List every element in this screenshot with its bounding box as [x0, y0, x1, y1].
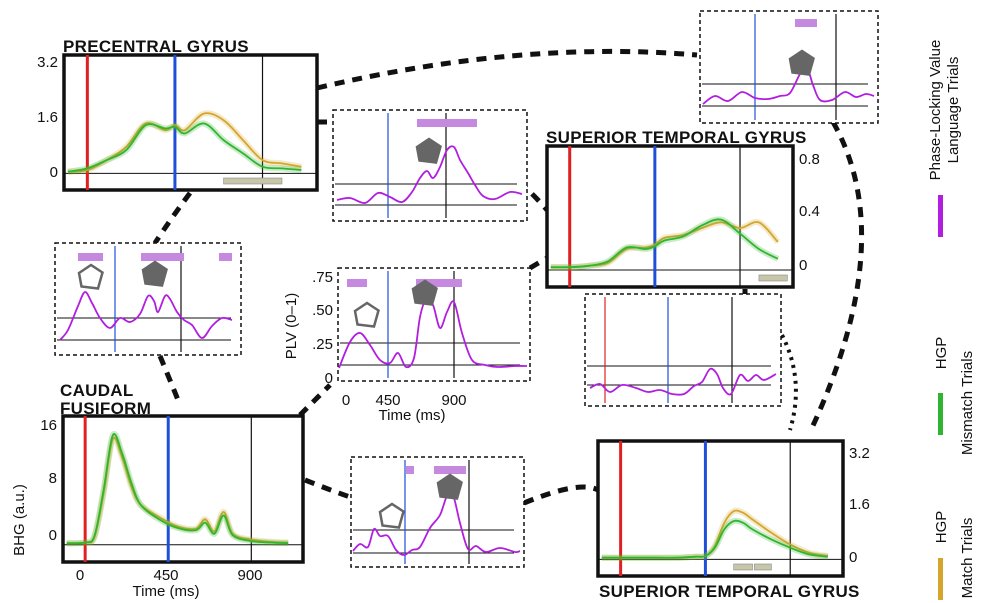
caudal_fusiform-xtick: 900: [237, 567, 262, 584]
plv-ytick: .50: [312, 302, 333, 319]
legend-match-line2: Match Trials: [959, 518, 976, 599]
legend-mismatch-line1: HGP: [933, 337, 950, 370]
caudal_fusiform-ytick: 16: [40, 417, 57, 434]
plv-center-filled-arrow: [411, 279, 438, 306]
plv-axis-label: PLV (0–1): [283, 293, 300, 359]
caudal-title: CAUDAL: [60, 381, 134, 400]
caudal_fusiform-ytick: 0: [49, 527, 57, 544]
legend-plv-swatch: [938, 195, 943, 237]
stg_lower-mismatch-line: [601, 519, 829, 559]
legend-match-line1: HGP: [933, 511, 950, 544]
stg_upper-significance-bar: [758, 274, 788, 282]
stg_lower-ytick: 1.6: [849, 496, 870, 513]
caudal_fusiform-mismatch-line: [66, 433, 289, 545]
plv-center-plv-significance-bar: [347, 279, 367, 287]
stg_lower-frame: [596, 439, 845, 578]
plv-bottom-plv-significance-bar: [406, 466, 414, 474]
connector-top-stg: [807, 120, 865, 434]
stg_upper-ytick: 0.8: [799, 151, 820, 168]
plv-panel-top-right: [699, 10, 879, 124]
connector-caudal-lower: [304, 477, 351, 500]
superior-temporal-gyrus-upper-panel: 0.8 0.4 0: [545, 144, 820, 289]
caudal_fusiform-xtick: 450: [153, 567, 178, 584]
stg_upper-ytick: 0.4: [799, 203, 820, 220]
legend-match-swatch: [938, 558, 943, 600]
plv-ytick: .25: [312, 336, 333, 353]
plv-ytick: 0: [325, 370, 333, 387]
plv-mid-filled-arrow: [415, 137, 442, 164]
superior-temporal-gyrus-title-lower: SUPERIOR TEMPORAL GYRUS: [599, 582, 860, 601]
plv-bottom-plv-significance-bar: [434, 466, 466, 474]
plv-left-filled-arrow: [141, 260, 168, 287]
plv-panel-mid: [332, 109, 528, 222]
plv-left-outline-arrow: [77, 263, 104, 290]
plv-left-plv-significance-bar: [141, 253, 184, 261]
plv-xtick: 0: [342, 392, 350, 409]
plv-ytick: .75: [312, 269, 333, 286]
precentral-ytick: 0: [50, 164, 58, 181]
plv-panel-bottom: [350, 456, 525, 568]
fusiform-title: FUSIFORM: [60, 399, 151, 418]
plv-left-frame: [54, 242, 242, 356]
stg_upper-frame: [545, 144, 795, 289]
plv-bottom-outline-arrow: [378, 502, 405, 529]
caudal_fusiform-xtick: 0: [76, 567, 84, 584]
legend: Phase-Locking Value Language Trials HGP …: [927, 40, 976, 600]
stg_lower-significance-bar: [733, 563, 753, 571]
connector-lower-stg: [523, 484, 600, 506]
legend-mismatch-line2: Mismatch Trials: [959, 351, 976, 455]
plv-mid-plv-significance-bar: [417, 119, 477, 127]
stg_lower-ytick: 3.2: [849, 445, 870, 462]
plv-xtick: 900: [441, 392, 466, 409]
precentral-ytick: 3.2: [37, 54, 58, 71]
stg_upper-ytick: 0: [799, 257, 807, 274]
plv-panel-center: .75 .50 .25 00 450 900: [312, 267, 531, 409]
plv-right-plv-line: [589, 367, 777, 396]
plv-center-outline-arrow: [353, 301, 380, 328]
precentral-gyrus-panel: 3.2 1.6 0: [37, 53, 319, 192]
connector-caudal-center: [298, 383, 332, 417]
superior-temporal-gyrus-lower-panel: 3.2 1.6 0: [596, 439, 870, 578]
legend-mismatch-swatch: [938, 393, 943, 435]
caudal-fusiform-panel: 16 8 0 0 450 900: [40, 414, 305, 584]
plv-top-right-frame: [699, 10, 879, 124]
connector-precentral-top: [316, 48, 698, 91]
precentral-gyrus-title: PRECENTRAL GYRUS: [63, 37, 249, 56]
plv-left-plv-line: [59, 291, 233, 341]
stg_lower-ytick: 0: [849, 549, 857, 566]
plv-top-right-plv-significance-bar: [795, 19, 817, 27]
legend-plv-line1: Phase-Locking Value: [927, 40, 944, 181]
plv-left-plv-significance-bar: [78, 253, 103, 261]
plv-center-plv-significance-bar: [416, 279, 462, 287]
legend-plv-line2: Language Trials: [945, 57, 962, 164]
superior-temporal-gyrus-title-upper: SUPERIOR TEMPORAL GYRUS: [546, 128, 807, 147]
connector-center-stg: [528, 255, 549, 271]
plv-xtick: 450: [375, 392, 400, 409]
precentral-mismatch-line: [67, 122, 302, 173]
connector-precentral-left: [152, 191, 193, 245]
connector-dotted-right: [780, 334, 798, 431]
plv-bottom-filled-arrow: [436, 473, 463, 500]
plv-bottom-plv-line: [352, 491, 521, 556]
connector-left-caudal: [157, 355, 183, 406]
caudal-time-axis-label: Time (ms): [133, 583, 200, 600]
plv-panel-right: [584, 293, 782, 407]
plv-panel-left: [54, 242, 242, 356]
caudal_fusiform-ytick: 8: [49, 470, 57, 487]
stg_upper-mismatch-line: [550, 218, 779, 269]
plv-top-right-filled-arrow: [788, 49, 815, 76]
bhg-axis-label: BHG (a.u.): [11, 484, 28, 556]
plv-left-plv-significance-bar: [219, 253, 232, 261]
plv-time-axis-label: Time (ms): [379, 407, 446, 424]
precentral-ytick: 1.6: [37, 109, 58, 126]
stg_lower-significance-bar: [754, 563, 772, 571]
plv-mid-plv-line: [336, 145, 523, 204]
precentral-significance-bar: [223, 177, 283, 185]
